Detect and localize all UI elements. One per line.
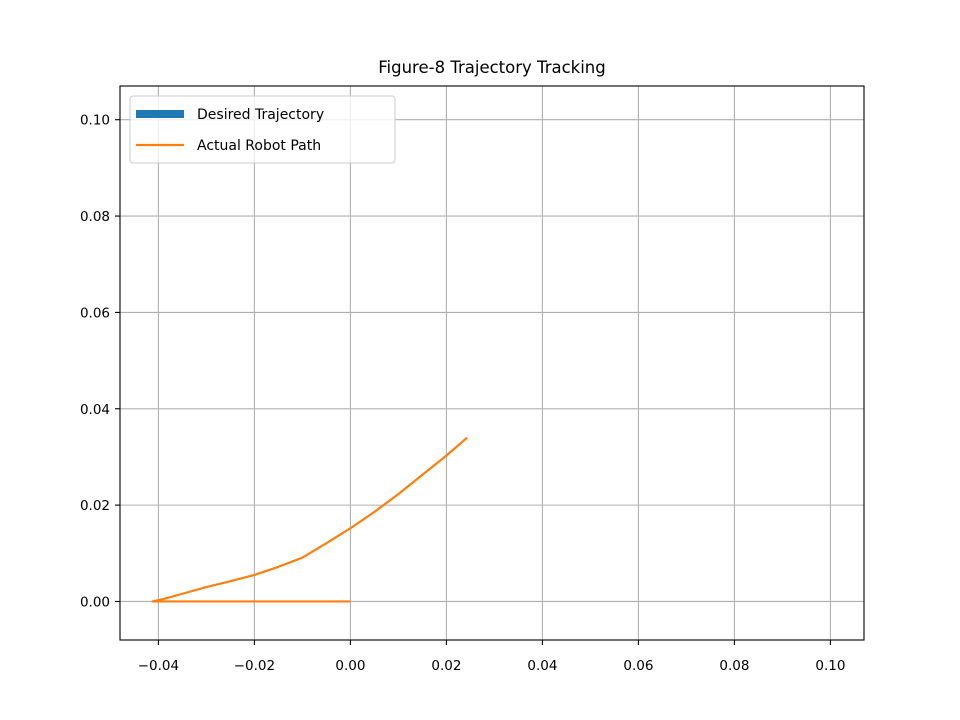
- x-tick-label: 0.00: [335, 658, 365, 674]
- x-tick-label: 0.02: [431, 658, 461, 674]
- y-tick-label: 0.00: [80, 594, 110, 610]
- x-axis: −0.04 −0.02 0.00 0.02 0.04 0.06 0.08 0.10: [138, 640, 845, 674]
- plot-area: [151, 436, 468, 603]
- y-tick-label: 0.06: [80, 305, 110, 321]
- legend-box: [129, 95, 396, 164]
- x-tick-label: 0.10: [815, 658, 845, 674]
- y-tick-label: 0.10: [80, 113, 110, 129]
- y-axis: 0.00 0.02 0.04 0.06 0.08 0.10: [80, 113, 120, 610]
- x-tick-label: −0.02: [234, 658, 275, 674]
- y-tick-label: 0.04: [80, 402, 110, 418]
- axes-frame: [119, 85, 865, 641]
- legend-label-actual-robot-path: Actual Robot Path: [197, 138, 321, 154]
- y-tick-label: 0.02: [80, 498, 110, 514]
- x-tick-label: −0.04: [138, 658, 179, 674]
- chart-title: Figure-8 Trajectory Tracking: [378, 58, 605, 77]
- x-tick-label: 0.04: [527, 658, 557, 674]
- series-line-actual-robot-path: [151, 436, 468, 603]
- legend-label-desired-trajectory: Desired Trajectory: [197, 107, 324, 123]
- y-tick-label: 0.08: [80, 209, 110, 225]
- x-tick-label: 0.08: [719, 658, 749, 674]
- x-tick-label: 0.06: [623, 658, 653, 674]
- legend: Desired Trajectory Actual Robot Path: [129, 95, 396, 164]
